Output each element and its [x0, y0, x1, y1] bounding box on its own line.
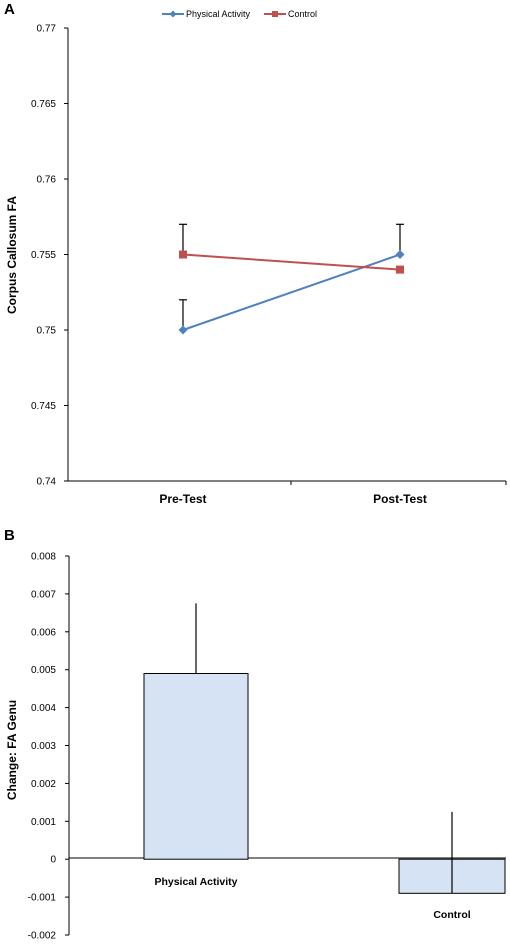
panel-b-y-tick-label: -0.001 — [28, 893, 57, 904]
panel-a-legend: Physical Activity Control — [162, 9, 317, 19]
panel-a-label: A — [4, 1, 15, 18]
panel-b-label: B — [4, 527, 15, 544]
panel-b-y-tick-label: 0.005 — [31, 665, 56, 676]
panel-a-y-axis-label: Corpus Callosum FA — [5, 196, 19, 314]
panel-b-y-tick-label: 0.001 — [31, 817, 56, 828]
data-point-control — [396, 265, 404, 274]
panel-b-y-tick-label: 0 — [50, 855, 56, 866]
panel-a-y-tick-label: 0.75 — [37, 326, 57, 337]
panel-b-y-tick-label: 0.002 — [31, 779, 56, 790]
panel-b-y-tick-label: 0.007 — [31, 589, 56, 600]
legend-entry: Control — [288, 9, 317, 19]
panel-a-series — [178, 223, 405, 335]
panel-b-y-tick-label: 0.008 — [31, 552, 56, 563]
panel-a-y-tick-label: 0.76 — [37, 175, 57, 186]
panel-a-y-tick-label: 0.755 — [31, 250, 56, 261]
panel-a-y-tick-label: 0.765 — [31, 99, 56, 110]
panel-a-y-tick-label: 0.745 — [31, 401, 56, 412]
panel-b-y-tick-label: 0.003 — [31, 741, 56, 752]
panel-b-y-ticks: -0.002 -0.001 0 0.001 0.002 0.003 0.004 0.005 0.… — [28, 552, 69, 942]
data-point-physical-activity — [178, 325, 188, 335]
bar — [143, 672, 249, 860]
series-line-control — [182, 253, 401, 271]
panel-a-y-tick-label: 0.74 — [37, 477, 57, 488]
panel-a-y-tick-label: 0.77 — [37, 24, 57, 35]
legend-marker — [169, 10, 177, 18]
panel-a-x-tick-label: Pre-Test — [159, 492, 206, 506]
panel-b-y-tick-label: 0.006 — [31, 627, 56, 638]
panel-b-y-axis-label: Change: FA Genu — [5, 700, 19, 800]
panel-b: B -0.002 -0.001 0 0.001 0.002 0.003 0.004 0.005… — [4, 527, 506, 942]
panel-a-x-tick-label: Post-Test — [373, 492, 427, 506]
panel-b-y-tick-label: -0.002 — [28, 931, 57, 942]
data-point-control — [179, 250, 187, 259]
panel-a: A 0.74 0.745 0.75 0.755 0.76 0.765 0.77 Pre-Te… — [4, 1, 507, 506]
panel-a-x-ticks: Pre-Test Post-Test — [159, 481, 507, 506]
legend-marker — [272, 11, 278, 17]
data-point-physical-activity — [395, 250, 405, 259]
panel-a-y-ticks: 0.74 0.745 0.75 0.755 0.76 0.765 0.77 — [31, 24, 68, 488]
panel-b-bars: Physical Activity Control — [143, 603, 506, 921]
bar-category-label: Control — [433, 909, 470, 921]
panel-b-y-tick-label: 0.004 — [31, 703, 56, 714]
series-line-physical-activity — [182, 253, 401, 331]
bar-category-label: Physical Activity — [154, 876, 237, 888]
legend-entry: Physical Activity — [186, 9, 251, 19]
